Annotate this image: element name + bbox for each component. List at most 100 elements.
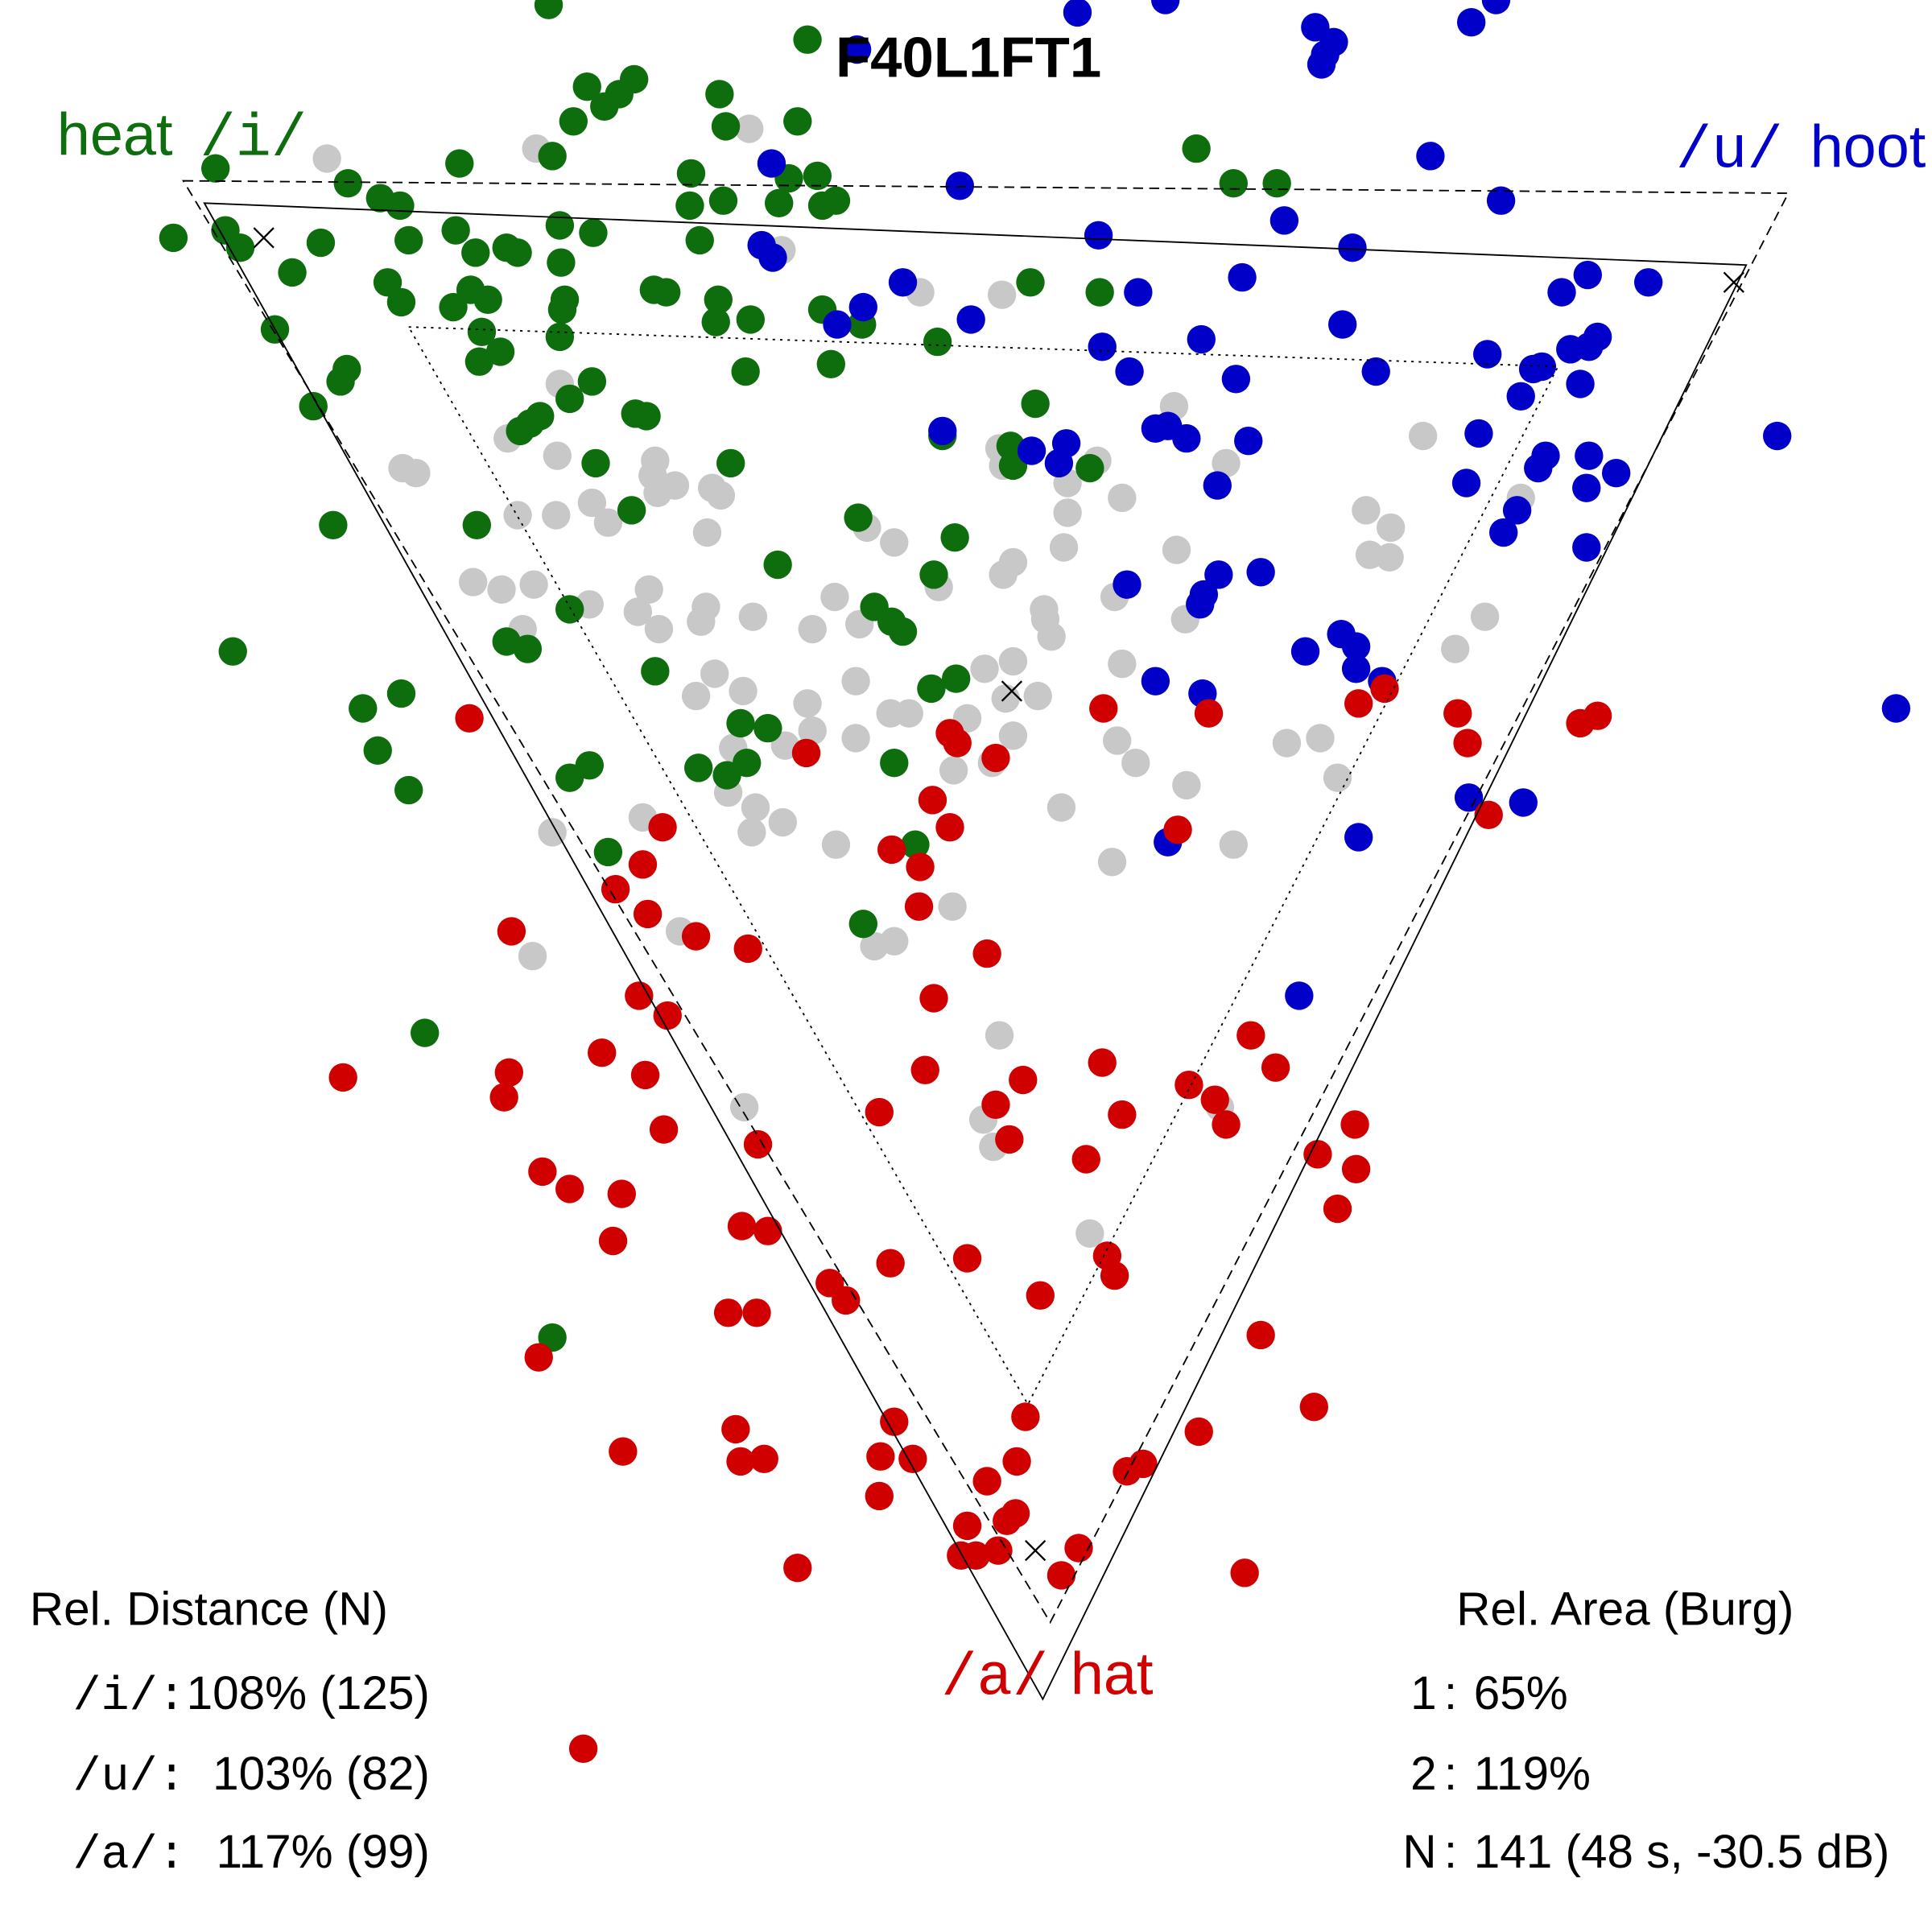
data-point-other (1103, 726, 1132, 755)
data-point-a (1370, 674, 1399, 704)
data-point-a (1064, 1534, 1093, 1563)
data-point-a (1323, 1194, 1352, 1224)
data-point-i (1182, 134, 1211, 163)
data-point-other (1377, 513, 1406, 543)
data-point-i (848, 910, 877, 939)
data-point-i (783, 107, 812, 136)
data-point-i (159, 223, 188, 253)
data-point-a (1071, 1145, 1100, 1174)
data-point-u (1204, 560, 1233, 589)
data-point-other (841, 724, 870, 753)
data-point-a (649, 1115, 679, 1144)
data-point-i (386, 191, 415, 221)
data-point-i (373, 268, 402, 297)
data-point-u (1088, 332, 1117, 361)
data-point-u (1186, 590, 1215, 619)
data-point-i (590, 92, 619, 121)
data-point-i (733, 749, 762, 778)
data-point-i (701, 308, 730, 336)
data-point-i (534, 0, 564, 19)
data-point-i (821, 186, 851, 215)
data-point-u (1203, 471, 1232, 500)
data-point-a (1246, 1320, 1275, 1350)
data-point-a (919, 984, 948, 1013)
data-point-i (1085, 278, 1114, 307)
data-point-i (577, 367, 607, 396)
data-point-i (278, 258, 307, 287)
data-point-a (935, 719, 964, 748)
rel-area-heading: Rel. Area (Burg) (1456, 1583, 1794, 1635)
data-point-i (461, 238, 490, 267)
scatter-points (159, 0, 1911, 1763)
rel-distance-value-a: 117% (99) (216, 1826, 429, 1878)
data-point-other (876, 699, 905, 728)
data-point-u (1307, 50, 1336, 79)
rel-area-value-1: 65% (1474, 1667, 1568, 1719)
data-point-a (455, 704, 484, 733)
data-point-i (676, 159, 706, 188)
data-point-u (1572, 533, 1601, 562)
triangle-dashed (182, 180, 1790, 1624)
data-point-u (1486, 186, 1516, 215)
data-point-a (866, 1442, 895, 1471)
data-point-other (503, 501, 532, 530)
data-point-other (459, 568, 488, 597)
data-point-i (503, 238, 532, 267)
vowel-symbol-i: /i/ (200, 106, 307, 173)
vowel-triangles (182, 180, 1790, 1701)
data-point-a (961, 1541, 990, 1570)
data-point-other (623, 597, 652, 626)
data-point-other (970, 654, 999, 683)
data-point-a (1194, 699, 1224, 728)
data-point-a (1011, 1402, 1040, 1431)
data-point-u (1269, 206, 1299, 235)
data-point-i (708, 186, 738, 215)
data-point-u (1454, 783, 1484, 812)
data-point-a (1046, 1561, 1076, 1590)
data-point-u (928, 416, 957, 446)
data-point-other (729, 1092, 759, 1122)
data-point-i (684, 753, 713, 782)
data-point-a (904, 892, 934, 921)
data-point-i (1021, 389, 1050, 419)
data-point-i (632, 402, 661, 431)
data-point-i (572, 72, 601, 101)
data-point-i (394, 775, 423, 805)
data-point-u (1084, 221, 1113, 250)
data-point-i (888, 617, 918, 646)
data-point-other (687, 607, 716, 636)
data-point-i (559, 107, 588, 136)
data-point-i (793, 25, 822, 54)
data-point-u (1338, 233, 1367, 262)
data-point-other (1212, 448, 1241, 478)
rel-distance-heading: Rel. Distance (N) (30, 1583, 388, 1635)
data-point-a (1184, 1417, 1213, 1447)
data-point-u (1187, 324, 1216, 354)
data-point-i (473, 285, 502, 314)
data-point-a (628, 850, 658, 879)
rel-area-label-1: 1 (1410, 1667, 1437, 1719)
centroid-markers (253, 227, 1744, 1562)
data-point-other (1470, 602, 1500, 631)
data-point-other (820, 582, 849, 612)
data-point-u (1344, 823, 1373, 852)
data-point-a (898, 1444, 927, 1473)
vowel-word-a: hat (1071, 1641, 1154, 1707)
data-point-a (607, 1179, 636, 1208)
vowel-label-u: /u/ hoot (1676, 114, 1926, 186)
data-point-a (791, 738, 821, 768)
data-point-other (998, 721, 1028, 750)
data-point-u (1141, 667, 1170, 696)
data-point-u (1481, 0, 1511, 14)
data-point-i (593, 837, 623, 867)
data-point-a (1108, 1100, 1137, 1129)
data-point-other (706, 481, 736, 510)
data-point-a (984, 1536, 1013, 1565)
data-point-i (506, 416, 535, 446)
rel-distance-label-i: /i/: (72, 1670, 185, 1724)
data-point-other (821, 830, 851, 859)
data-point-i (547, 248, 576, 277)
data-point-u (1416, 142, 1445, 171)
data-point-other (1046, 793, 1076, 822)
data-point-i (844, 503, 873, 532)
